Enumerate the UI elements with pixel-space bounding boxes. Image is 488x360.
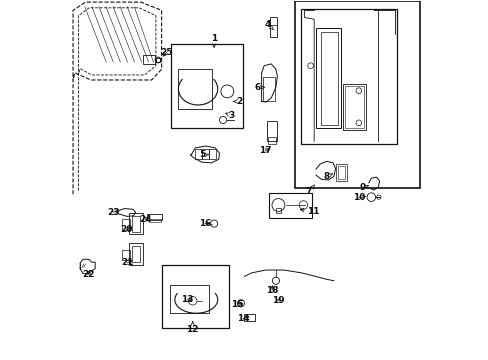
Bar	[142, 55, 155, 64]
Text: 18: 18	[265, 285, 278, 294]
Text: 22: 22	[81, 270, 94, 279]
Bar	[268, 193, 311, 217]
Text: 8: 8	[323, 172, 332, 181]
Text: 20: 20	[120, 225, 133, 234]
Bar	[315, 28, 340, 128]
Bar	[132, 216, 140, 232]
Text: 13: 13	[181, 295, 193, 304]
Text: 11: 11	[300, 207, 319, 216]
Bar	[300, 9, 397, 144]
Bar	[132, 246, 140, 262]
Text: 1: 1	[211, 35, 217, 48]
Bar	[263, 77, 274, 101]
Bar	[202, 149, 208, 159]
Bar	[195, 149, 201, 159]
Text: 25: 25	[160, 48, 173, 57]
Text: 12: 12	[186, 322, 199, 334]
Text: 17: 17	[258, 146, 271, 155]
Text: 15: 15	[231, 300, 243, 309]
Text: 3: 3	[225, 111, 235, 120]
Bar	[244, 314, 255, 321]
Bar	[321, 32, 338, 125]
Bar	[129, 213, 143, 234]
Bar	[171, 44, 242, 128]
Bar	[147, 213, 162, 220]
Text: 19: 19	[272, 296, 285, 305]
Bar	[209, 149, 216, 159]
Text: 7: 7	[305, 185, 314, 196]
Bar	[342, 84, 365, 130]
Bar	[178, 69, 212, 109]
Text: 21: 21	[121, 258, 133, 267]
Bar	[266, 121, 277, 141]
Bar	[294, 1, 419, 188]
Bar	[122, 249, 130, 260]
Bar	[122, 219, 130, 230]
Text: 4: 4	[264, 20, 273, 30]
Bar	[162, 265, 228, 328]
Bar	[275, 207, 281, 213]
Text: 5: 5	[199, 150, 208, 159]
Bar	[156, 58, 160, 62]
Bar	[170, 285, 209, 313]
Bar	[269, 18, 276, 37]
Bar	[267, 137, 275, 144]
Text: 23: 23	[106, 208, 119, 217]
Bar	[129, 243, 143, 265]
Text: 14: 14	[237, 314, 249, 323]
Text: 10: 10	[352, 193, 365, 202]
Text: 24: 24	[139, 215, 151, 224]
Text: 9: 9	[359, 183, 367, 192]
Bar	[335, 163, 346, 181]
Bar	[148, 219, 161, 222]
Text: 16: 16	[199, 219, 211, 228]
Bar	[344, 86, 364, 128]
Text: 6: 6	[254, 83, 264, 92]
Text: 2: 2	[233, 97, 242, 106]
Bar	[337, 166, 344, 179]
